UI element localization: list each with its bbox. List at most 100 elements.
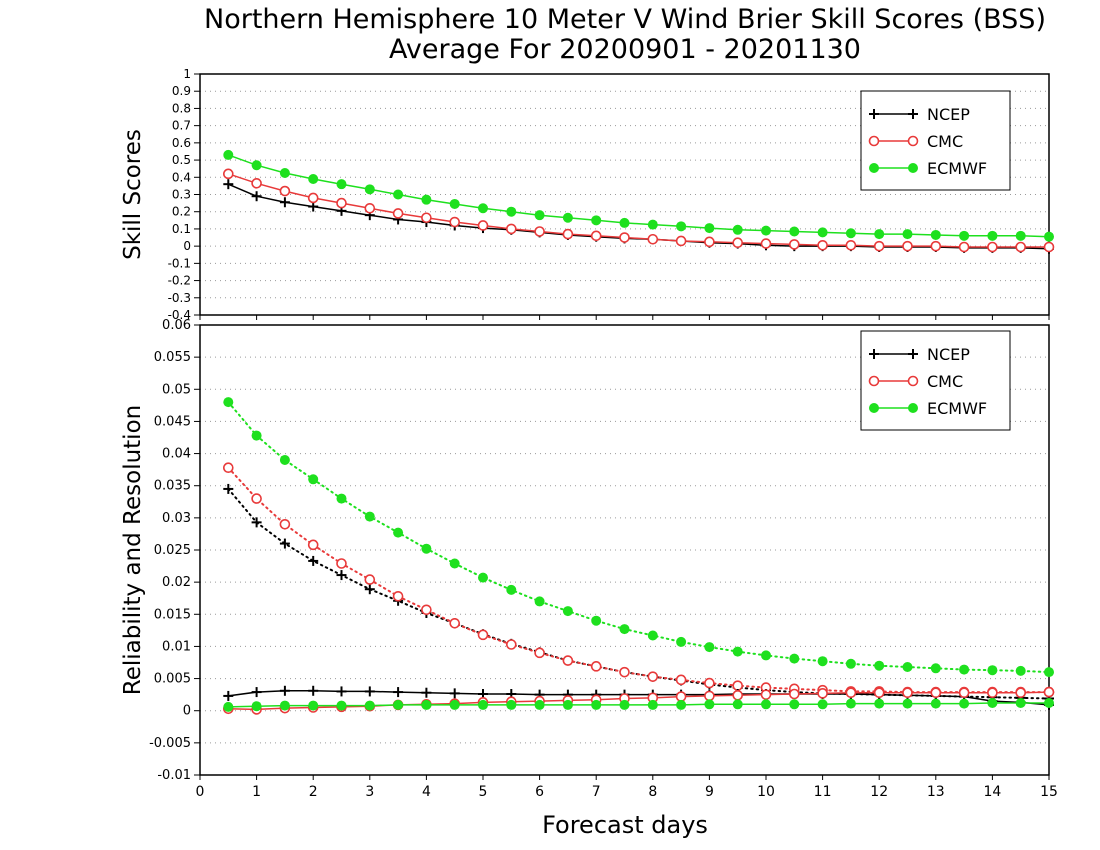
series-ecmwf-solid-point — [676, 221, 687, 232]
series-cmc-solid-point — [958, 687, 970, 699]
series-ecmwf-dotted-point — [619, 624, 630, 635]
y-tick-label: -0.005 — [149, 736, 191, 751]
series-ecmwf-solid-point — [959, 698, 970, 709]
y-tick-label: 0.01 — [162, 639, 191, 654]
series-ecmwf-dotted-point — [279, 455, 290, 465]
series-ecmwf-dotted-point — [308, 474, 319, 485]
series-ecmwf-dotted-point — [1015, 665, 1026, 676]
y-tick-label: 0.06 — [162, 318, 191, 333]
series-cmc-dotted-point — [619, 666, 630, 678]
series-cmc-solid-point — [421, 212, 432, 224]
y-axis-label: Skill Scores — [120, 129, 146, 260]
series-cmc-solid-point — [590, 230, 602, 242]
series-cmc-solid-point — [251, 178, 262, 189]
series-ecmwf-solid-point — [647, 699, 658, 710]
series-cmc-solid-point — [873, 687, 885, 699]
series-ecmwf-solid-point — [393, 699, 404, 710]
series-ecmwf-solid-point — [845, 228, 856, 239]
series-ecmwf-solid-point — [704, 699, 715, 710]
x-tick-label: 11 — [814, 784, 832, 800]
y-tick-label: 0.4 — [172, 170, 191, 184]
series-ecmwf-dotted-point — [647, 630, 658, 641]
series-ecmwf-solid-point — [449, 699, 460, 710]
series-ecmwf-dotted-point — [364, 511, 375, 522]
legend-cmc-marker-end — [907, 135, 919, 147]
series-ecmwf-solid-point — [223, 149, 234, 160]
plot-frame — [199, 73, 1050, 316]
x-tick-label: 0 — [196, 784, 205, 800]
series-cmc-solid-point — [1043, 241, 1055, 253]
series-cmc-solid-point — [619, 232, 630, 243]
series-cmc-solid-point — [1015, 241, 1027, 253]
series-cmc-dotted-point — [590, 661, 602, 672]
series-cmc-dotted-point — [223, 462, 234, 474]
series-ecmwf-solid-point — [874, 698, 885, 709]
series-ecmwf-solid-line — [228, 702, 1049, 708]
series-cmc-solid-point — [223, 168, 234, 180]
y-tick-label: 0.035 — [154, 479, 191, 494]
series-cmc-solid-point — [364, 202, 376, 214]
series-ecmwf-solid-point — [562, 212, 573, 223]
series-cmc-dotted-point — [732, 680, 744, 691]
series-ecmwf-dotted-point — [1044, 667, 1054, 678]
y-tick-label: 0.5 — [172, 153, 191, 167]
series-ecmwf-solid-point — [987, 698, 998, 708]
series-ecmwf-dotted-point — [676, 636, 687, 647]
series-ecmwf-dotted-point — [817, 656, 828, 667]
y-tick-label: -0.3 — [168, 291, 191, 305]
series-ecmwf-solid-point — [421, 194, 432, 205]
series-ecmwf-solid-point — [251, 160, 262, 171]
series-ecmwf-solid-point — [534, 210, 545, 221]
series-ecmwf-solid-point — [874, 229, 885, 240]
y-tick-label: 0.9 — [172, 84, 191, 98]
series-cmc-solid-point — [788, 688, 800, 700]
series-ecmwf-solid-point — [704, 223, 715, 234]
legend-ecmwf-label: ECMWF — [927, 399, 987, 418]
y-tick-label: 0.05 — [162, 382, 191, 397]
y-tick-label: 0.8 — [172, 101, 191, 115]
series-ecmwf-solid-point — [732, 224, 743, 235]
series-ecmwf-dotted-point — [902, 662, 913, 672]
y-tick-label: 0.015 — [154, 607, 191, 622]
series-ecmwf-solid-point — [789, 226, 800, 237]
legend-cmc-marker-end — [907, 375, 919, 387]
series-cmc-dotted-point — [647, 671, 659, 682]
series-cmc-solid-point — [987, 687, 998, 699]
legend-cmc-marker-start — [868, 375, 880, 387]
x-tick-label: 6 — [535, 784, 544, 800]
series-cmc-dotted-point — [307, 539, 319, 551]
series-ecmwf-dotted-point — [987, 665, 998, 676]
legend-cmc-marker-start — [868, 135, 880, 147]
series-ecmwf-solid-point — [534, 699, 545, 710]
series-ecmwf-solid-point — [619, 699, 630, 710]
x-tick-label: 2 — [309, 784, 318, 800]
series-cmc-solid-point — [675, 235, 687, 247]
series-ecmwf-solid-point — [562, 699, 573, 710]
series-ecmwf-dotted-point — [789, 653, 800, 664]
series-ecmwf-dotted-point — [930, 663, 941, 674]
series-cmc-solid-point — [392, 208, 404, 219]
series-ecmwf-solid-point — [1015, 230, 1026, 241]
y-tick-label: 0.045 — [154, 414, 191, 429]
series-cmc-solid-point — [902, 687, 913, 699]
y-tick-label: 0.025 — [154, 543, 191, 558]
series-cmc-solid-point — [817, 688, 828, 699]
series-ecmwf-solid-point — [761, 699, 771, 710]
legend-ecmwf-marker-end — [908, 163, 918, 173]
series-ecmwf-dotted-point — [421, 543, 432, 554]
series-ecmwf-solid-point — [789, 699, 800, 710]
series-cmc-solid-point — [704, 236, 715, 248]
legend-ecmwf-label: ECMWF — [927, 159, 987, 178]
series-ecmwf-solid-point — [619, 217, 630, 228]
series-ecmwf-solid-point — [279, 167, 290, 178]
series-ecmwf-dotted-line — [227, 401, 1050, 674]
series-ecmwf-solid-point — [817, 227, 828, 238]
chart-title-line1: Northern Hemisphere 10 Meter V Wind Brie… — [204, 4, 1046, 35]
series-cmc-solid-point — [1043, 686, 1055, 698]
series-cmc-solid-point — [930, 687, 942, 699]
series-cmc-solid-point — [732, 237, 744, 248]
series-ecmwf-solid-point — [364, 700, 375, 711]
series-cmc-dotted-point — [562, 655, 574, 666]
y-axis-label: Reliability and Resolution — [120, 405, 146, 695]
series-cmc-dotted-point — [392, 590, 404, 602]
